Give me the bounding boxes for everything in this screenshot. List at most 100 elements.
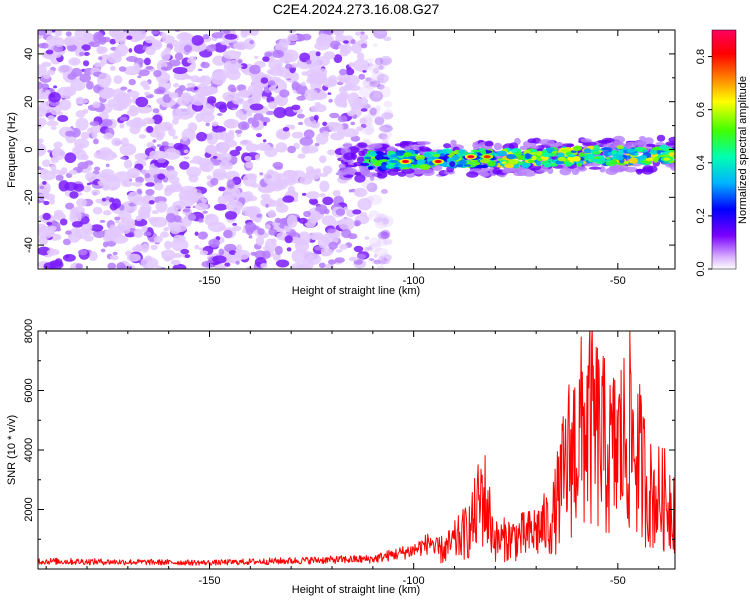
spectrogram-cell bbox=[612, 135, 625, 144]
spectrogram-cell bbox=[176, 32, 194, 41]
spectrogram-cell bbox=[365, 77, 372, 82]
spectrogram-cell bbox=[92, 206, 103, 215]
spectrogram-cell bbox=[126, 253, 141, 262]
spectrogram-cell bbox=[487, 161, 496, 167]
spectrogram-cell bbox=[198, 218, 204, 223]
spectrogram-cell bbox=[669, 149, 675, 153]
spectrogram-cell bbox=[296, 33, 305, 41]
spectrogram-cell bbox=[43, 200, 50, 206]
spectrogram-cell bbox=[531, 155, 537, 161]
spectrogram-cell bbox=[364, 126, 374, 135]
spectrogram-cell bbox=[151, 210, 159, 215]
spectrogram-cell bbox=[368, 258, 375, 261]
spectrogram-cell bbox=[222, 50, 241, 60]
spectrogram-cell bbox=[172, 118, 179, 125]
spectrogram-cell bbox=[274, 217, 282, 224]
spectrogram-cell bbox=[155, 129, 166, 138]
spectrogram-cell bbox=[521, 162, 530, 169]
spectrogram-cell bbox=[246, 111, 253, 117]
spectrogram-cell bbox=[205, 145, 217, 155]
spectrogram-ticks: -150 -100 -50 -40 -20 0 20 40 bbox=[23, 29, 675, 287]
spectrogram-cell bbox=[144, 173, 151, 179]
spectrogram-cell bbox=[506, 154, 517, 160]
spectrogram-cell bbox=[100, 36, 111, 43]
spectrogram-peak bbox=[434, 159, 442, 164]
spectrogram-cell bbox=[580, 138, 592, 143]
spectrogram-cell bbox=[144, 35, 156, 44]
spectrogram-cell bbox=[449, 161, 456, 167]
spectrogram-cell bbox=[185, 87, 194, 92]
spectrogram-cell bbox=[249, 40, 254, 45]
spectrogram-cell bbox=[458, 159, 467, 165]
spectrogram-cell bbox=[112, 251, 118, 256]
spectrogram-cell bbox=[212, 155, 218, 159]
spectrogram-cell bbox=[311, 235, 322, 240]
spectrogram-cell bbox=[212, 255, 227, 264]
spectrogram-cell bbox=[58, 99, 72, 111]
spectrogram-cell bbox=[299, 52, 310, 63]
spectrogram-cell bbox=[367, 62, 374, 67]
spectrogram-cell bbox=[342, 143, 353, 148]
spectrogram-cell bbox=[42, 212, 51, 221]
spectrogram-cell bbox=[290, 236, 301, 244]
spectrogram-cell bbox=[416, 146, 431, 152]
spectrogram-cell bbox=[450, 139, 457, 146]
spectrogram-cell bbox=[158, 121, 174, 132]
spectrogram-cell bbox=[254, 55, 259, 59]
spectrogram-cell bbox=[374, 116, 385, 126]
spectrogram-cell bbox=[165, 184, 173, 191]
spectrogram-cell bbox=[44, 193, 56, 201]
spectrogram-cell bbox=[371, 71, 385, 82]
spectrogram-cell bbox=[79, 73, 91, 83]
spectrogram-cell bbox=[108, 197, 115, 203]
spectrogram-cell bbox=[249, 64, 261, 75]
spectrogram-cell bbox=[364, 236, 370, 240]
spectrogram-cell bbox=[578, 152, 584, 157]
spectrogram-cell bbox=[589, 166, 602, 170]
spectrogram-cell bbox=[359, 63, 372, 72]
spectrogram-cell bbox=[374, 30, 389, 34]
spectrogram-cell bbox=[62, 238, 72, 246]
spectrogram-cell bbox=[57, 115, 69, 122]
spectrogram-cell bbox=[240, 63, 248, 70]
spectrogram-cell bbox=[626, 148, 636, 153]
spectrogram-cell bbox=[244, 155, 252, 162]
spectrogram-cell bbox=[68, 169, 78, 175]
spectrogram-cell bbox=[443, 143, 452, 149]
spectrogram-cell bbox=[180, 248, 190, 255]
spectrogram-cell bbox=[393, 168, 401, 172]
spectrogram-cell bbox=[338, 44, 348, 50]
spectrogram-cell bbox=[382, 218, 389, 225]
spectrogram-cell bbox=[297, 113, 305, 119]
spectrogram-cell bbox=[119, 143, 137, 156]
spectrogram-cell bbox=[291, 81, 300, 91]
spectrogram-cell bbox=[415, 154, 426, 161]
spectrogram-cell bbox=[333, 54, 343, 64]
spectrogram-cell bbox=[364, 247, 370, 253]
spectrogram-cell bbox=[395, 150, 405, 156]
spectrogram-cell bbox=[170, 181, 182, 190]
spectrogram-cell bbox=[39, 185, 45, 190]
y-tick-label: -40 bbox=[23, 237, 35, 253]
spectrogram-panel: -150 -100 -50 -40 -20 0 20 40 Height of straigh… bbox=[6, 29, 676, 297]
spectrogram-cell bbox=[184, 254, 191, 259]
spectrogram-cell bbox=[288, 30, 296, 34]
spectrogram-cell bbox=[197, 68, 203, 72]
snr-panel: -150 -100 -50 2000 4000 6000 8000 Height of st… bbox=[6, 319, 676, 596]
spectrogram-cell bbox=[161, 249, 176, 261]
spectrogram-cell bbox=[214, 263, 226, 269]
spectrogram-cell bbox=[381, 159, 388, 162]
spectrogram-cell bbox=[41, 42, 49, 49]
spectrogram-cell bbox=[322, 196, 334, 206]
spectrogram-cell bbox=[314, 142, 320, 147]
spectrogram-cell bbox=[274, 63, 282, 70]
spectrogram-cell bbox=[42, 72, 51, 79]
spectrogram-cell bbox=[374, 253, 378, 258]
spectrogram-cell bbox=[189, 94, 208, 106]
spectrogram-cell bbox=[79, 51, 85, 57]
y-tick-label: 0 bbox=[23, 146, 35, 152]
spectrogram-cell bbox=[38, 199, 45, 203]
spectrogram-cell bbox=[76, 198, 87, 208]
spectrogram-cell bbox=[360, 31, 365, 35]
spectrogram-cell bbox=[333, 43, 340, 50]
